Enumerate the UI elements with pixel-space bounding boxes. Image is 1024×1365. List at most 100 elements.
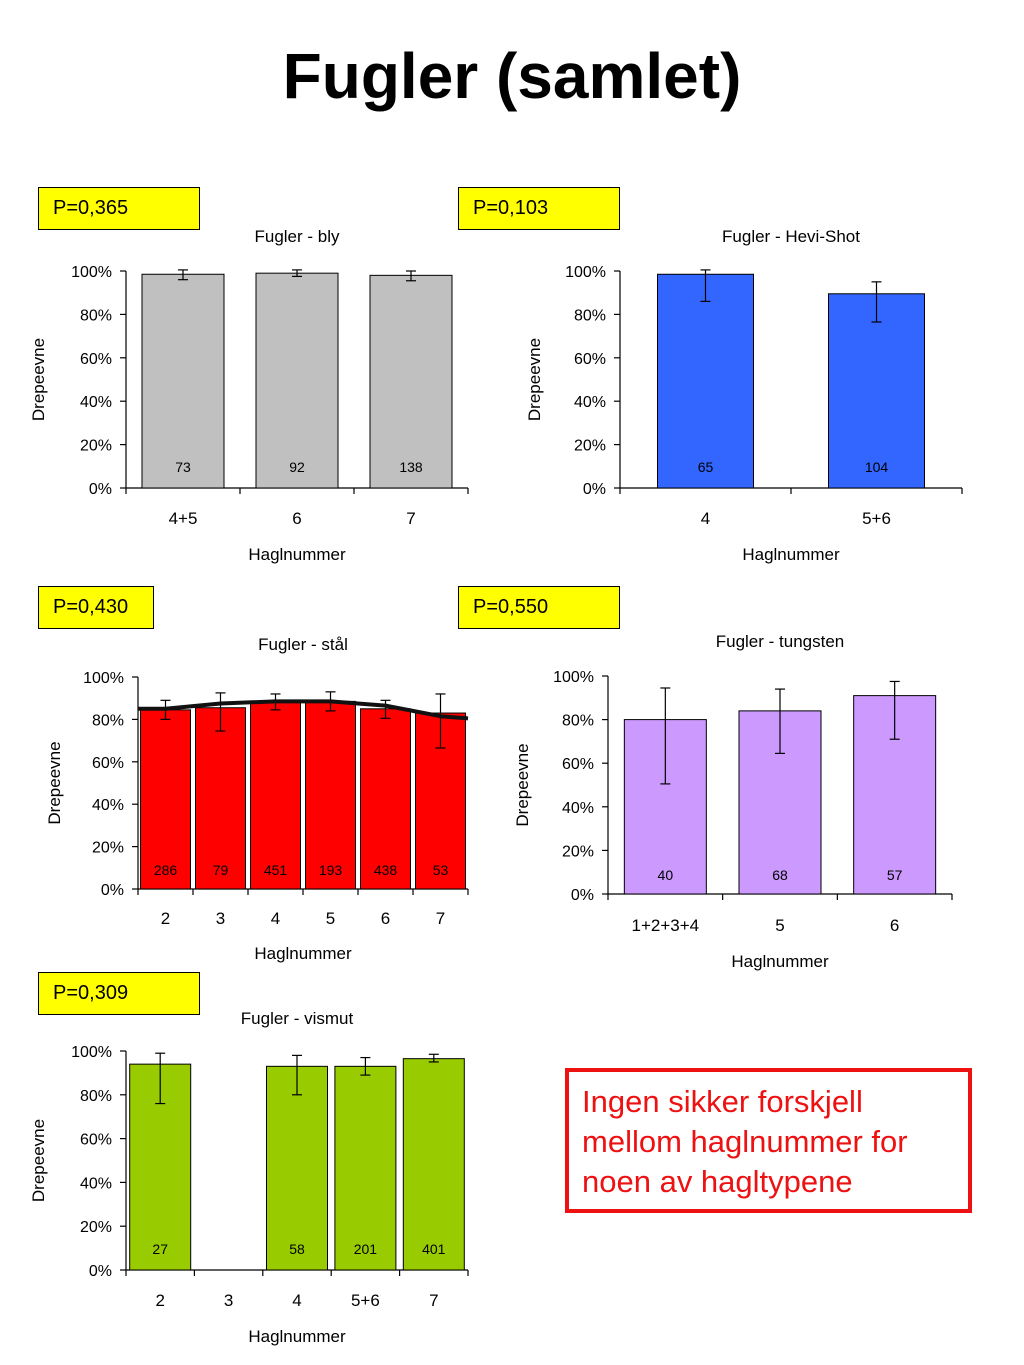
x-tick-label-vismut-3: 5+6 bbox=[351, 1291, 380, 1310]
p-value-box-bly: P=0,365 bbox=[38, 187, 200, 230]
x-axis-title-vismut: Haglnummer bbox=[248, 1327, 346, 1346]
y-axis-title-hevi-shot: Drepeevne bbox=[525, 338, 544, 421]
x-tick-label-stal-0: 2 bbox=[161, 909, 170, 928]
sample-size-label-stal-1: 79 bbox=[213, 862, 229, 878]
x-tick-label-vismut-0: 2 bbox=[155, 1291, 164, 1310]
sample-size-label-hevi-shot-1: 104 bbox=[865, 459, 889, 475]
bar-bly-1 bbox=[255, 272, 339, 489]
bar-vismut-2 bbox=[266, 1065, 328, 1271]
bar-hevi-shot-1 bbox=[828, 293, 925, 489]
bar-stal-0 bbox=[140, 709, 191, 890]
bar-vismut-3 bbox=[334, 1065, 397, 1271]
x-tick-label-bly-0: 4+5 bbox=[169, 509, 198, 528]
y-tick-label-tungsten: 100% bbox=[553, 669, 594, 686]
sample-size-label-vismut-4: 401 bbox=[422, 1241, 446, 1257]
y-tick-label-tungsten: 20% bbox=[562, 843, 594, 860]
sample-size-label-stal-5: 53 bbox=[433, 862, 449, 878]
y-tick-label-stal: 60% bbox=[92, 755, 124, 772]
conclusion-note: Ingen sikker forskjell mellom haglnummer… bbox=[565, 1068, 972, 1213]
p-value-box-stal: P=0,430 bbox=[38, 586, 154, 629]
bar-stal-3 bbox=[305, 700, 356, 890]
chart-title-hevi-shot: Fugler - Hevi-Shot bbox=[722, 227, 860, 246]
y-tick-label-stal: 80% bbox=[92, 712, 124, 729]
x-tick-label-stal-1: 3 bbox=[216, 909, 225, 928]
sample-size-label-vismut-2: 58 bbox=[289, 1241, 305, 1257]
y-tick-label-vismut: 0% bbox=[89, 1263, 112, 1280]
sample-size-label-hevi-shot-0: 65 bbox=[698, 459, 714, 475]
y-axis-title-stal: Drepeevne bbox=[45, 741, 64, 824]
x-tick-label-vismut-4: 7 bbox=[429, 1291, 438, 1310]
y-tick-label-tungsten: 60% bbox=[562, 756, 594, 773]
y-tick-label-bly: 100% bbox=[71, 264, 112, 281]
x-tick-label-tungsten-0: 1+2+3+4 bbox=[632, 916, 700, 935]
y-tick-label-bly: 40% bbox=[80, 394, 112, 411]
x-tick-label-hevi-shot-0: 4 bbox=[701, 509, 710, 528]
y-tick-label-vismut: 60% bbox=[80, 1132, 112, 1149]
sample-size-label-tungsten-1: 68 bbox=[772, 867, 788, 883]
y-tick-label-tungsten: 80% bbox=[562, 713, 594, 730]
x-tick-label-vismut-2: 4 bbox=[292, 1291, 301, 1310]
x-tick-label-stal-3: 5 bbox=[326, 909, 335, 928]
sample-size-label-stal-4: 438 bbox=[374, 862, 398, 878]
x-tick-label-stal-5: 7 bbox=[436, 909, 445, 928]
y-tick-label-vismut: 40% bbox=[80, 1175, 112, 1192]
x-axis-title-tungsten: Haglnummer bbox=[731, 952, 829, 971]
x-tick-label-tungsten-1: 5 bbox=[775, 916, 784, 935]
y-tick-label-tungsten: 40% bbox=[562, 800, 594, 817]
y-tick-label-hevi-shot: 20% bbox=[574, 438, 606, 455]
sample-size-label-vismut-3: 201 bbox=[354, 1241, 378, 1257]
y-tick-label-bly: 0% bbox=[89, 481, 112, 498]
chart-title-bly: Fugler - bly bbox=[254, 227, 340, 246]
sample-size-label-stal-2: 451 bbox=[264, 862, 288, 878]
chart-title-vismut: Fugler - vismut bbox=[241, 1009, 354, 1028]
x-axis-title-bly: Haglnummer bbox=[248, 545, 346, 564]
bar-hevi-shot-0 bbox=[657, 273, 754, 489]
x-tick-label-hevi-shot-1: 5+6 bbox=[862, 509, 891, 528]
x-tick-label-stal-4: 6 bbox=[381, 909, 390, 928]
sample-size-label-bly-1: 92 bbox=[289, 459, 305, 475]
y-tick-label-stal: 0% bbox=[101, 882, 124, 899]
y-axis-title-bly: Drepeevne bbox=[29, 338, 48, 421]
bar-vismut-4 bbox=[402, 1058, 465, 1271]
y-tick-label-hevi-shot: 100% bbox=[565, 264, 606, 281]
y-axis-title-vismut: Drepeevne bbox=[29, 1119, 48, 1202]
y-axis-title-tungsten: Drepeevne bbox=[513, 743, 532, 826]
x-axis-title-hevi-shot: Haglnummer bbox=[742, 545, 840, 564]
x-tick-label-bly-1: 6 bbox=[292, 509, 301, 528]
sample-size-label-tungsten-0: 40 bbox=[658, 867, 674, 883]
p-value-box-tungsten: P=0,550 bbox=[458, 586, 620, 629]
chart-title-tungsten: Fugler - tungsten bbox=[716, 632, 845, 651]
y-tick-label-bly: 80% bbox=[80, 307, 112, 324]
y-tick-label-hevi-shot: 0% bbox=[583, 481, 606, 498]
page-title: Fugler (samlet) bbox=[282, 40, 742, 112]
sample-size-label-vismut-0: 27 bbox=[152, 1241, 168, 1257]
y-tick-label-hevi-shot: 80% bbox=[574, 307, 606, 324]
y-tick-label-tungsten: 0% bbox=[571, 887, 594, 904]
bar-bly-0 bbox=[141, 273, 225, 489]
chart-title-stal: Fugler - stål bbox=[258, 635, 348, 654]
x-tick-label-vismut-1: 3 bbox=[224, 1291, 233, 1310]
bar-bly-2 bbox=[369, 274, 453, 489]
x-tick-label-bly-2: 7 bbox=[406, 509, 415, 528]
y-tick-label-bly: 60% bbox=[80, 351, 112, 368]
x-tick-label-stal-2: 4 bbox=[271, 909, 280, 928]
y-tick-label-stal: 20% bbox=[92, 840, 124, 857]
trend-line-stal bbox=[138, 699, 469, 721]
sample-size-label-tungsten-2: 57 bbox=[887, 867, 903, 883]
y-tick-label-stal: 100% bbox=[83, 670, 124, 687]
sample-size-label-stal-3: 193 bbox=[319, 862, 343, 878]
x-tick-label-tungsten-2: 6 bbox=[890, 916, 899, 935]
y-tick-label-vismut: 80% bbox=[80, 1088, 112, 1105]
bar-stal-1 bbox=[195, 707, 246, 890]
p-value-box-vismut: P=0,309 bbox=[38, 972, 200, 1015]
y-tick-label-hevi-shot: 60% bbox=[574, 351, 606, 368]
y-tick-label-vismut: 100% bbox=[71, 1044, 112, 1061]
y-tick-label-stal: 40% bbox=[92, 797, 124, 814]
y-tick-label-hevi-shot: 40% bbox=[574, 394, 606, 411]
bar-stal-4 bbox=[360, 708, 411, 890]
x-axis-title-stal: Haglnummer bbox=[254, 944, 352, 963]
p-value-box-hevi-shot: P=0,103 bbox=[458, 187, 620, 230]
y-tick-label-bly: 20% bbox=[80, 438, 112, 455]
sample-size-label-stal-0: 286 bbox=[154, 862, 178, 878]
